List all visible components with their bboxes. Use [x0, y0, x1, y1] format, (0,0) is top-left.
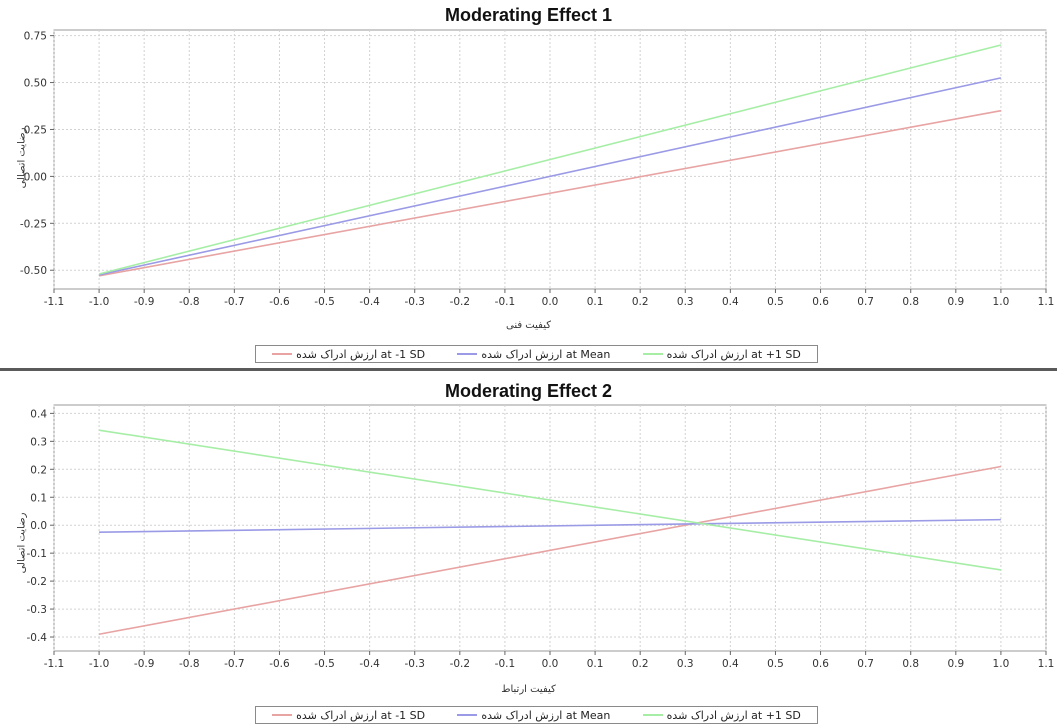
- chart-panel-1: -1.1 -1.0 -0.9 -0.8 -0.7 -0.6 -0.5 -0.4 -0.3 -0.2…: [16, 5, 1055, 363]
- y-tick-label: 0.75: [24, 31, 47, 43]
- x-tick-label: 0.3: [677, 296, 694, 308]
- x-tick-label: 0.6: [812, 658, 829, 670]
- chart-1-svg: -1.1 -1.0 -0.9 -0.8 -0.7 -0.6 -0.5 -0.4 -0.3 -0.2…: [20, 29, 1055, 308]
- x-tick-label: -0.4: [359, 658, 380, 670]
- legend-item-minus-sd: ارزش ادراک شده at -1 SD: [272, 348, 425, 361]
- legend-item-mean: ارزش ادراک شده at Mean: [457, 709, 610, 722]
- x-tick-label: -1.0: [89, 658, 110, 670]
- x-tick-label: -0.3: [404, 296, 425, 308]
- legend-swatch-mean: [457, 353, 478, 355]
- x-tick-label: 1.0: [993, 296, 1010, 308]
- x-tick-label: 0.6: [812, 296, 829, 308]
- x-tick-label: 0.7: [857, 296, 874, 308]
- x-tick-label: 0.7: [857, 658, 874, 670]
- x-tick-label: -0.8: [179, 658, 200, 670]
- y-tick-label: 0.0: [30, 520, 47, 532]
- x-tick-label: -0.2: [450, 658, 471, 670]
- legend-item-minus-sd: ارزش ادراک شده at -1 SD: [272, 709, 425, 722]
- series-line-minus-sd: [98, 465, 1002, 636]
- legend-label-mean: ارزش ادراک شده at Mean: [481, 708, 611, 722]
- y-tick-label: 0.2: [30, 464, 47, 476]
- chart-2-x-axis-label: کیفیت ارتباط: [501, 684, 556, 695]
- x-tick-label: 0.1: [587, 658, 604, 670]
- x-tick-label: -0.4: [359, 296, 380, 308]
- legend-swatch-mean: [457, 714, 478, 716]
- x-tick-label: 0.9: [947, 296, 964, 308]
- y-tick-label: 0.3: [30, 436, 47, 448]
- x-tick-label: -0.1: [495, 296, 516, 308]
- chart-2-title: Moderating Effect 2: [444, 381, 613, 401]
- x-tick-label: -0.9: [134, 296, 155, 308]
- legend-label-mean: ارزش ادراک شده at Mean: [481, 347, 611, 361]
- x-tick-label: -1.0: [89, 296, 110, 308]
- y-tick-label: -0.50: [20, 265, 47, 277]
- legend-label-minus-sd: ارزش ادراک شده at -1 SD: [296, 708, 426, 722]
- y-tick-label: -0.25: [20, 218, 47, 230]
- chart-2-svg: -1.1 -1.0 -0.9 -0.8 -0.7 -0.6 -0.5 -0.4 -0.3 -0.2…: [27, 404, 1055, 670]
- chart-2-legend: ارزش ادراک شده at -1 SD ارزش ادراک شده a…: [255, 706, 818, 724]
- x-tick-label: 1.1: [1038, 296, 1055, 308]
- y-tick-label: -0.4: [27, 632, 48, 644]
- legend-swatch-plus-sd: [642, 353, 663, 355]
- x-tick-label: 0.5: [767, 296, 784, 308]
- chart-2-y-axis-label: رضایت اتصالی: [16, 512, 28, 574]
- x-tick-label: -0.6: [269, 296, 290, 308]
- legend-label-plus-sd: ارزش ادراک شده at +1 SD: [666, 708, 801, 722]
- legend-label-minus-sd: ارزش ادراک شده at -1 SD: [296, 347, 426, 361]
- x-tick-label: 0.0: [542, 296, 559, 308]
- y-tick-label: 0.1: [30, 492, 47, 504]
- legend-swatch-minus-sd: [272, 714, 293, 716]
- x-tick-label: 0.3: [677, 658, 694, 670]
- chart-panel-2: -1.1 -1.0 -0.9 -0.8 -0.7 -0.6 -0.5 -0.4 -0.3 -0.2…: [0, 371, 1057, 727]
- x-tick-label: 0.8: [902, 658, 919, 670]
- series-line-mean: [99, 518, 1001, 533]
- y-tick-label: -0.1: [27, 548, 48, 560]
- x-tick-label: 0.0: [542, 658, 559, 670]
- panel-divider: [0, 368, 1057, 371]
- x-tick-label: -0.2: [450, 296, 471, 308]
- series-line-plus-sd: [98, 44, 1002, 275]
- y-tick-label: 0.25: [24, 124, 47, 136]
- x-tick-label: 0.4: [722, 658, 739, 670]
- y-tick-label: 0.4: [30, 408, 47, 420]
- x-tick-label: 1.1: [1038, 658, 1055, 670]
- x-tick-label: -0.5: [314, 296, 335, 308]
- x-tick-label: -1.1: [44, 296, 65, 308]
- x-tick-label: 1.0: [993, 658, 1010, 670]
- chart-1-legend: ارزش ادراک شده at -1 SD ارزش ادراک شده a…: [255, 345, 818, 363]
- legend-swatch-plus-sd: [642, 714, 663, 716]
- x-tick-label: -1.1: [44, 658, 65, 670]
- y-tick-label: 0.00: [24, 171, 47, 183]
- legend-label-plus-sd: ارزش ادراک شده at +1 SD: [666, 347, 801, 361]
- x-tick-label: -0.7: [224, 296, 245, 308]
- y-tick-label: 0.50: [24, 78, 47, 90]
- x-tick-label: 0.5: [767, 658, 784, 670]
- legend-item-mean: ارزش ادراک شده at Mean: [457, 348, 610, 361]
- x-tick-label: -0.3: [404, 658, 425, 670]
- x-tick-label: -0.9: [134, 658, 155, 670]
- legend-swatch-minus-sd: [272, 353, 293, 355]
- x-tick-label: -0.7: [224, 658, 245, 670]
- chart-1-title: Moderating Effect 1: [444, 5, 613, 25]
- x-tick-label: -0.1: [495, 658, 516, 670]
- legend-item-plus-sd: ارزش ادراک شده at +1 SD: [642, 708, 801, 722]
- x-tick-label: -0.8: [179, 296, 200, 308]
- chart-1-y-axis-label: رضایت اتصالی: [16, 127, 28, 189]
- series-line-minus-sd: [98, 109, 1002, 277]
- x-tick-label: 0.1: [587, 296, 604, 308]
- legend-item-plus-sd: ارزش ادراک شده at +1 SD: [642, 347, 801, 361]
- x-tick-label: 0.9: [947, 658, 964, 670]
- x-tick-label: 0.8: [902, 296, 919, 308]
- series-line-mean: [98, 77, 1002, 276]
- x-tick-label: 0.4: [722, 296, 739, 308]
- x-tick-label: -0.6: [269, 658, 290, 670]
- x-tick-label: -0.5: [314, 658, 335, 670]
- x-tick-label: 0.2: [632, 658, 649, 670]
- x-tick-label: 0.2: [632, 296, 649, 308]
- series-line-plus-sd: [98, 429, 1002, 571]
- y-tick-label: -0.2: [27, 576, 48, 588]
- y-tick-label: -0.3: [27, 604, 48, 616]
- chart-1-x-axis-label: کیفیت فنی: [506, 320, 551, 331]
